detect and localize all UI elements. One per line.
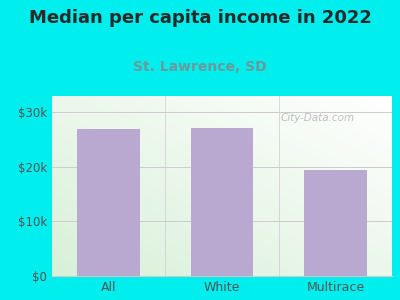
Text: St. Lawrence, SD: St. Lawrence, SD — [133, 60, 267, 74]
Bar — [304, 169, 366, 276]
Bar — [191, 128, 253, 276]
Text: Median per capita income in 2022: Median per capita income in 2022 — [28, 9, 372, 27]
Text: City-Data.com: City-Data.com — [280, 112, 354, 123]
Bar — [78, 129, 140, 276]
